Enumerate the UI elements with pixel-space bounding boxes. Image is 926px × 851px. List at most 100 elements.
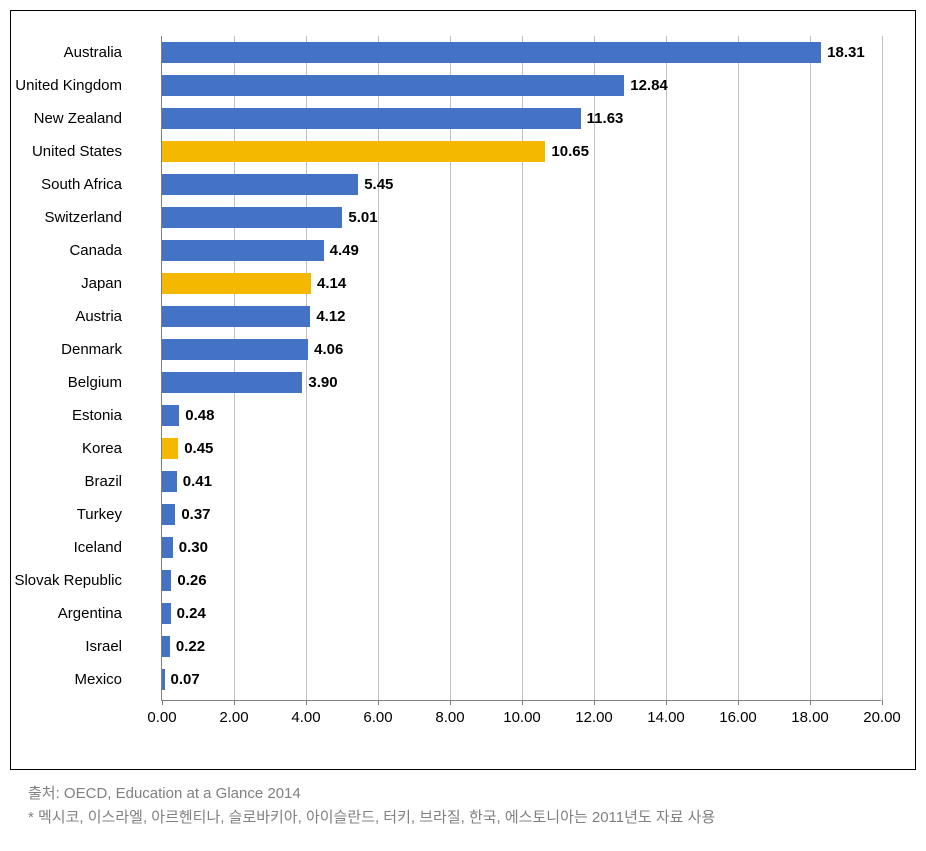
bar-value-label: 18.31 [827,44,865,61]
bar-row: South Africa5.45 [162,168,882,201]
bar-value-label: 4.06 [314,341,343,358]
bar-value-label: 10.65 [551,143,589,160]
x-tick-mark [306,700,307,705]
bar [162,570,171,591]
bar [162,339,308,360]
x-tick-mark [738,700,739,705]
bar-row: Korea0.45 [162,432,882,465]
bar-value-label: 0.41 [183,473,212,490]
x-tick-mark [666,700,667,705]
bar-category-label: United States [0,143,122,160]
bar [162,141,545,162]
x-tick-mark [522,700,523,705]
bar-value-label: 0.45 [184,440,213,457]
bar [162,603,171,624]
footnote-source: 출처: OECD, Education at a Glance 2014 [28,782,916,806]
bar-value-label: 0.07 [171,671,200,688]
bar-row: United States10.65 [162,135,882,168]
bar-value-label: 11.63 [587,110,624,127]
bar-value-label: 0.22 [176,638,205,655]
bar-category-label: Turkey [0,506,122,523]
bar-category-label: South Africa [0,176,122,193]
x-tick-label: 8.00 [435,709,464,726]
bar-row: United Kingdom12.84 [162,69,882,102]
chart-plot-area: 0.002.004.006.008.0010.0012.0014.0016.00… [161,36,881,701]
bar [162,504,175,525]
x-tick-mark [882,700,883,705]
footnotes: 출처: OECD, Education at a Glance 2014 * 멕… [28,782,916,830]
x-tick-label: 2.00 [219,709,248,726]
bar [162,273,311,294]
x-tick-label: 16.00 [719,709,757,726]
bar-value-label: 4.49 [330,242,359,259]
bar-row: Israel0.22 [162,630,882,663]
bar [162,537,173,558]
bar [162,636,170,657]
bar-category-label: Switzerland [0,209,122,226]
bar-row: Argentina0.24 [162,597,882,630]
bar-value-label: 0.48 [185,407,214,424]
bar-row: Japan4.14 [162,267,882,300]
bar-row: Slovak Republic0.26 [162,564,882,597]
bar-category-label: Korea [0,440,122,457]
bar-value-label: 0.37 [181,506,210,523]
bar-row: Mexico0.07 [162,663,882,696]
bar [162,75,624,96]
bar-category-label: Mexico [0,671,122,688]
x-tick-label: 14.00 [647,709,685,726]
x-tick-label: 10.00 [503,709,541,726]
bar-category-label: United Kingdom [0,77,122,94]
bar-category-label: Slovak Republic [0,572,122,589]
bar [162,405,179,426]
x-tick-mark [162,700,163,705]
bar-category-label: Argentina [0,605,122,622]
bar [162,438,178,459]
bar-row: New Zealand11.63 [162,102,882,135]
x-tick-mark [450,700,451,705]
bar-row: Denmark4.06 [162,333,882,366]
bar-value-label: 0.30 [179,539,208,556]
x-tick-label: 18.00 [791,709,829,726]
bar [162,42,821,63]
bar-row: Estonia0.48 [162,399,882,432]
bar-category-label: Belgium [0,374,122,391]
bar [162,240,324,261]
bar-category-label: Israel [0,638,122,655]
footnote-asterisk: * 멕시코, 이스라엘, 아르헨티나, 슬로바키아, 아이슬란드, 터키, 브라… [28,806,916,830]
bar-value-label: 4.14 [317,275,346,292]
bar-value-label: 4.12 [316,308,345,325]
bar-row: Austria4.12 [162,300,882,333]
x-tick-mark [378,700,379,705]
chart-container: 0.002.004.006.008.0010.0012.0014.0016.00… [10,10,916,770]
bar-category-label: Brazil [0,473,122,490]
x-tick-label: 12.00 [575,709,613,726]
x-tick-mark [810,700,811,705]
bar-row: Belgium3.90 [162,366,882,399]
bar-category-label: Iceland [0,539,122,556]
x-tick-label: 6.00 [363,709,392,726]
x-tick-label: 0.00 [147,709,176,726]
bar-category-label: New Zealand [0,110,122,127]
x-tick-mark [234,700,235,705]
bar-row: Iceland0.30 [162,531,882,564]
bar-category-label: Denmark [0,341,122,358]
bar-category-label: Austria [0,308,122,325]
bar-value-label: 5.01 [348,209,377,226]
bar-row: Turkey0.37 [162,498,882,531]
bar-value-label: 0.24 [177,605,206,622]
bar-value-label: 12.84 [630,77,668,94]
bar-row: Switzerland5.01 [162,201,882,234]
bar [162,207,342,228]
bar-category-label: Japan [0,275,122,292]
x-tick-label: 20.00 [863,709,901,726]
bar-category-label: Canada [0,242,122,259]
bar [162,372,302,393]
bar-category-label: Estonia [0,407,122,424]
x-tick-mark [594,700,595,705]
bar-row: Brazil0.41 [162,465,882,498]
bar [162,108,581,129]
bar [162,174,358,195]
bar [162,471,177,492]
bar-value-label: 3.90 [308,374,337,391]
bar [162,669,165,690]
